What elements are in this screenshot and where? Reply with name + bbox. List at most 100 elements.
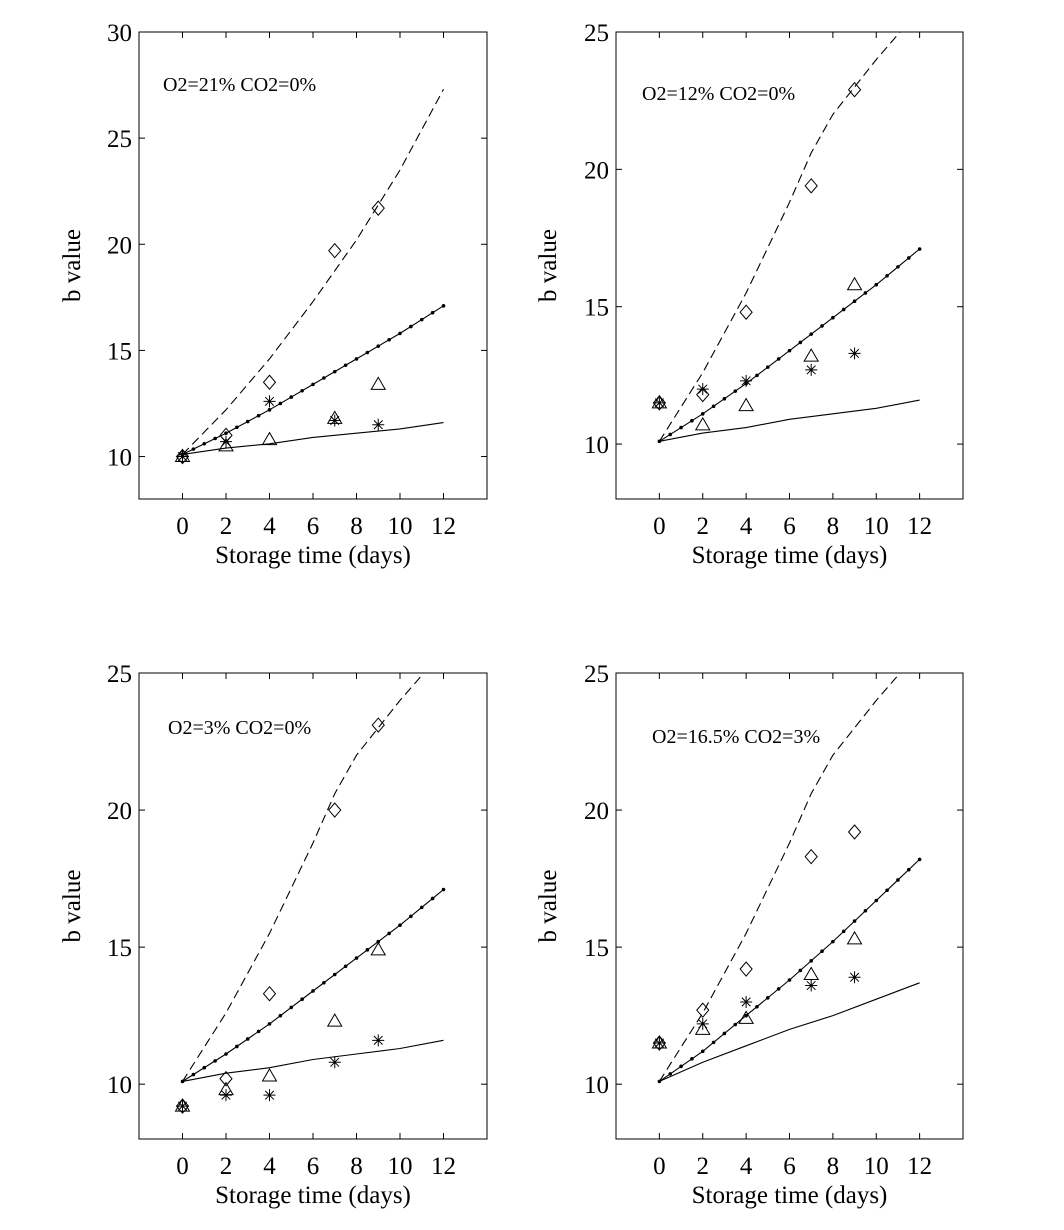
- curve-dot: [256, 413, 261, 418]
- x-tick-label: 8: [350, 513, 363, 540]
- curve-dot: [874, 898, 879, 903]
- curve-dot: [668, 1072, 673, 1076]
- x-tick-label: 8: [827, 1153, 840, 1180]
- y-tick-label: 25: [584, 20, 609, 47]
- curve-dot: [419, 905, 424, 910]
- diamond-marker: [847, 824, 862, 840]
- diamond-marker: [804, 178, 818, 194]
- curve-dot: [213, 436, 217, 441]
- curve-dot: [387, 337, 391, 342]
- x-axis-title: Storage time (days): [215, 542, 411, 569]
- triangle-marker: [738, 397, 754, 412]
- y-axis-title: b value: [59, 229, 86, 302]
- triangle-marker: [803, 348, 820, 362]
- y-axis-title: b value: [535, 229, 562, 302]
- curve-dot: [387, 931, 391, 936]
- curve-dot: [766, 365, 770, 369]
- triangle-marker: [261, 431, 278, 446]
- diamond-marker: [804, 848, 818, 865]
- diamond-marker: [262, 985, 277, 1002]
- curve-dot: [419, 317, 424, 322]
- x-tick-label: 0: [653, 1153, 666, 1180]
- chart-panel-1: 0 2 4 6 8 10 12 10 15 20 25 30 Storage time (days) b …: [59, 20, 488, 569]
- x-tick-label: 6: [783, 1153, 796, 1180]
- curve-dot: [409, 324, 413, 329]
- triangle-marker: [846, 276, 863, 291]
- curve-dot: [679, 425, 683, 430]
- diamond-marker: [652, 1035, 667, 1051]
- triangle-marker: [803, 966, 820, 981]
- curve-dot: [365, 948, 370, 952]
- diamond-marker: [739, 961, 753, 977]
- curve-dot: [841, 307, 846, 312]
- dotted-model-curve: [659, 248, 920, 442]
- y-tick-label: 20: [107, 798, 132, 825]
- asterisk-marker: [740, 374, 753, 387]
- x-tick-label: 10: [864, 513, 889, 540]
- asterisk-marker: [696, 383, 709, 396]
- curve-dot: [267, 1022, 272, 1026]
- x-tick-label: 8: [827, 513, 840, 540]
- curve-dot: [809, 332, 813, 336]
- curve-dot: [700, 1049, 705, 1054]
- x-tick-label: 2: [697, 513, 710, 540]
- curve-dot: [354, 956, 359, 960]
- y-tick-label: 25: [107, 661, 132, 688]
- curve-dot: [852, 919, 857, 923]
- curve-dot: [679, 1064, 683, 1069]
- asterisk-marker: [805, 979, 818, 992]
- x-tick-label: 10: [388, 1153, 413, 1180]
- curve-dot: [430, 896, 435, 901]
- curve-dot: [841, 929, 846, 934]
- x-tick-label: 4: [740, 513, 753, 540]
- asterisk-marker: [220, 1089, 232, 1102]
- x-tick-label: 12: [431, 1153, 456, 1180]
- dotted-model-curve: [659, 859, 920, 1082]
- x-tick-label: 4: [263, 1153, 276, 1180]
- x-tick-label: 0: [176, 1153, 189, 1180]
- y-tick-label: 10: [584, 1072, 609, 1099]
- dotted-model-curve: [182, 305, 444, 455]
- solid-model-curve: [182, 1039, 444, 1082]
- asterisk-marker: [372, 418, 385, 431]
- y-tick-label: 20: [584, 157, 609, 184]
- asterisk-marker: [848, 347, 861, 360]
- x-tick-label: 4: [740, 1153, 753, 1180]
- curve-dot: [191, 447, 196, 451]
- x-tick-label: 6: [307, 513, 320, 540]
- condition-annotation: O2=21% CO2=0%: [163, 74, 316, 96]
- chart-panel-2: 0 2 4 6 8 10 12 10 15 20 25 Storage time (days) b va…: [535, 20, 964, 569]
- diamond-marker: [175, 1098, 190, 1114]
- chart-panel-4: 0 2 4 6 8 10 12 10 15 20 25 Storage time (days) b va…: [535, 661, 964, 1209]
- curve-dot: [733, 1022, 738, 1027]
- condition-annotation: O2=3% CO2=0%: [168, 717, 311, 739]
- x-axis-title: Storage time (days): [692, 1182, 888, 1209]
- asterisk-marker: [176, 1100, 189, 1113]
- curve-dot: [202, 442, 207, 446]
- curve-dot: [831, 939, 835, 944]
- diamond-marker: [175, 448, 190, 465]
- curve-dot: [289, 395, 294, 399]
- curve-dot: [874, 282, 879, 287]
- y-tick-label: 10: [107, 1072, 132, 1099]
- solid-model-curve: [659, 399, 920, 442]
- curve-dot: [256, 1029, 261, 1034]
- dashed-model-curve: [182, 672, 425, 1082]
- curve-dot: [700, 412, 705, 416]
- diamond-marker: [371, 200, 385, 216]
- curve-dot: [885, 888, 889, 893]
- x-tick-label: 2: [697, 1153, 710, 1180]
- x-tick-label: 2: [220, 1153, 233, 1180]
- curve-dot: [235, 425, 239, 430]
- curve-dot: [657, 439, 662, 444]
- asterisk-marker: [653, 396, 666, 409]
- plot-frame: [138, 31, 488, 500]
- curve-dot: [311, 989, 315, 993]
- curve-dot: [289, 1005, 294, 1010]
- curve-dot: [820, 324, 824, 328]
- curve-dot: [224, 431, 228, 435]
- curve-dot: [668, 432, 673, 437]
- curve-dot: [896, 878, 900, 882]
- curve-dot: [441, 887, 446, 892]
